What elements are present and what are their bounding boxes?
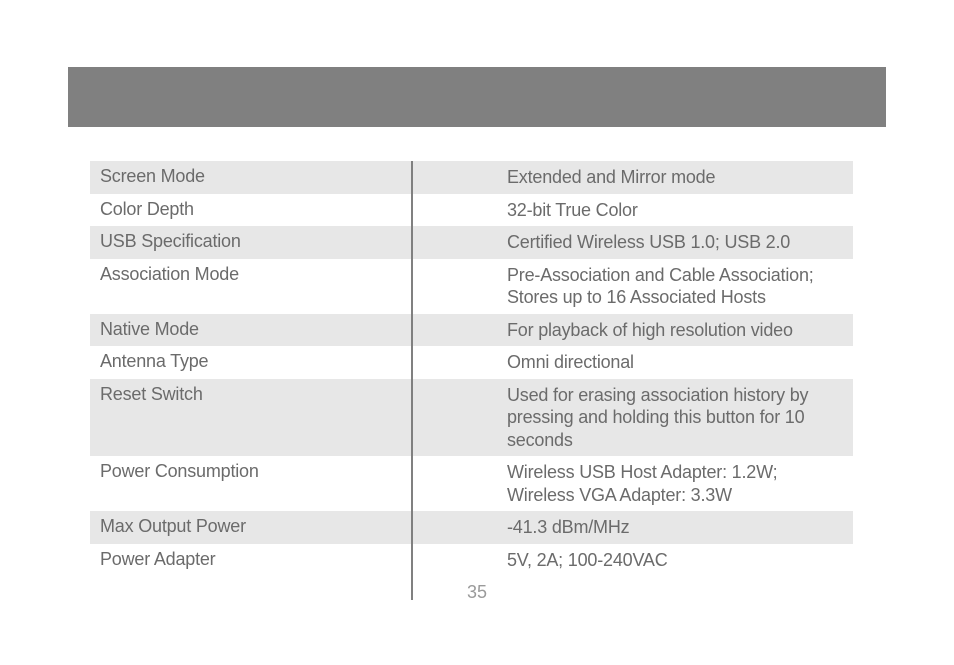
spec-value: Pre-Association and Cable Association; S…	[413, 259, 853, 314]
spec-value: 5V, 2A; 100-240VAC	[413, 544, 853, 577]
spec-label: Max Output Power	[90, 511, 411, 544]
table-row: USB SpecificationCertified Wireless USB …	[90, 226, 853, 259]
spec-label: Power Consumption	[90, 456, 411, 511]
column-separator-tail	[411, 161, 413, 600]
spec-table: Screen ModeExtended and Mirror modeColor…	[90, 161, 853, 576]
table-row: Native ModeFor playback of high resoluti…	[90, 314, 853, 347]
spec-label: Native Mode	[90, 314, 411, 347]
spec-value: Certified Wireless USB 1.0; USB 2.0	[413, 226, 853, 259]
spec-value: Wireless USB Host Adapter: 1.2W; Wireles…	[413, 456, 853, 511]
spec-label: Association Mode	[90, 259, 411, 314]
spec-label: Color Depth	[90, 194, 411, 227]
spec-value: Used for erasing association history by …	[413, 379, 853, 457]
table-row: Screen ModeExtended and Mirror mode	[90, 161, 853, 194]
table-row: Reset SwitchUsed for erasing association…	[90, 379, 853, 457]
spec-label: Reset Switch	[90, 379, 411, 457]
spec-label: Power Adapter	[90, 544, 411, 577]
table-row: Max Output Power-41.3 dBm/MHz	[90, 511, 853, 544]
spec-label: USB Specification	[90, 226, 411, 259]
spec-value: For playback of high resolution video	[413, 314, 853, 347]
spec-value: Omni directional	[413, 346, 853, 379]
table-row: Association ModePre-Association and Cabl…	[90, 259, 853, 314]
header-bar	[68, 67, 886, 127]
table-row: Antenna TypeOmni directional	[90, 346, 853, 379]
spec-label: Screen Mode	[90, 161, 411, 194]
spec-value: -41.3 dBm/MHz	[413, 511, 853, 544]
table-row: Power ConsumptionWireless USB Host Adapt…	[90, 456, 853, 511]
spec-value: 32-bit True Color	[413, 194, 853, 227]
spec-value: Extended and Mirror mode	[413, 161, 853, 194]
table-row: Power Adapter5V, 2A; 100-240VAC	[90, 544, 853, 577]
page-number: 35	[0, 582, 954, 603]
spec-label: Antenna Type	[90, 346, 411, 379]
table-row: Color Depth32-bit True Color	[90, 194, 853, 227]
